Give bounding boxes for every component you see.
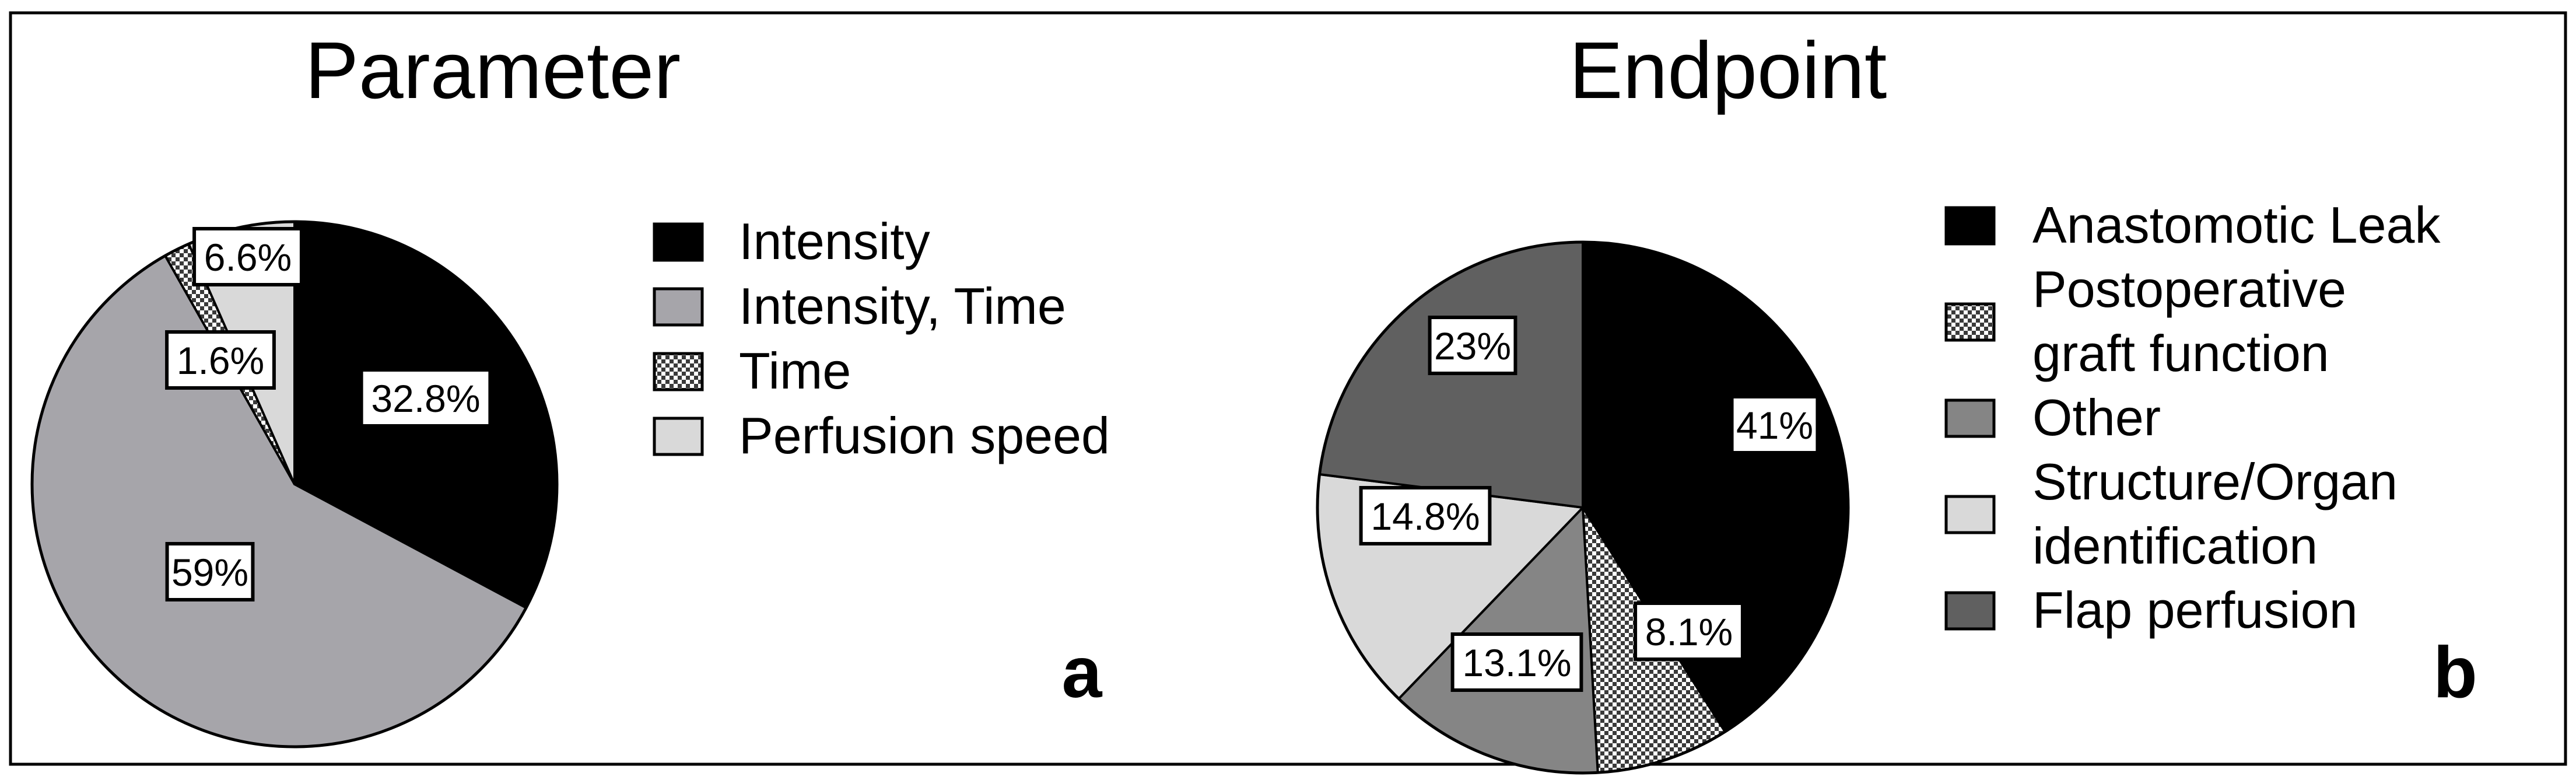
legend-label: Intensity	[739, 212, 930, 270]
data-label-box	[359, 368, 492, 428]
chart-title: Endpoint	[1569, 26, 1887, 116]
panel-letter: b	[2433, 632, 2477, 713]
data-label-intensity-time: 59%	[165, 542, 255, 601]
legend-item-perfusion-speed: Perfusion speed	[653, 407, 1110, 464]
legend-swatch	[1944, 591, 1996, 631]
data-label-text: 14.8%	[1371, 495, 1480, 538]
legend-swatch	[1944, 206, 1996, 246]
legend-label: Intensity, Time	[739, 277, 1066, 335]
data-label-other: 13.1%	[1450, 632, 1583, 692]
legend-label: identification	[2032, 517, 2318, 575]
legend-item-time: Time	[653, 342, 851, 400]
legend-item-postoperative-graft-function: Postoperative graft function	[1944, 260, 2346, 382]
data-label-text: 8.1%	[1645, 610, 1733, 653]
pie-outline	[1316, 240, 1850, 775]
data-label-box	[1634, 601, 1744, 661]
legend-item-flap-perfusion: Flap perfusion	[1944, 581, 2358, 639]
legend-item-intensity-time: Intensity, Time	[653, 277, 1066, 335]
legend-swatch	[1944, 302, 1996, 342]
data-label-flap-perfusion: 23%	[1428, 316, 1517, 375]
data-label-anastomotic-leak: 41%	[1730, 395, 1820, 454]
legend-label: Postoperative	[2032, 260, 2346, 318]
legend-swatch	[653, 222, 704, 262]
data-label-text: 41%	[1736, 404, 1813, 447]
legend-label: Flap perfusion	[2032, 581, 2358, 639]
legend-swatch	[653, 287, 704, 327]
legend-label: Perfusion speed	[739, 407, 1110, 464]
legend-label: Anastomotic Leak	[2032, 196, 2441, 254]
data-label-structure-organ-identification: 14.8%	[1359, 486, 1492, 545]
legend: Intensity Intensity, Time Time Perfusion sp…	[653, 212, 1110, 464]
legend-item-intensity: Intensity	[653, 212, 930, 270]
data-label-text: 1.6%	[177, 339, 264, 382]
legend-label: Other	[2032, 389, 2161, 446]
legend-item-other: Other	[1944, 389, 2161, 446]
data-label-box	[1730, 395, 1820, 454]
chart-title: Parameter	[305, 26, 681, 116]
legend-item-anastomotic-leak: Anastomotic Leak	[1944, 196, 2441, 254]
data-label-text: 59%	[171, 551, 248, 594]
data-label-perfusion-speed: 6.6%	[192, 227, 303, 286]
data-label-box	[1450, 632, 1583, 692]
legend-swatch	[653, 352, 704, 391]
data-label-text: 13.1%	[1462, 641, 1571, 684]
data-label-text: 32.8%	[371, 377, 480, 420]
legend-label: Structure/Organ	[2032, 453, 2398, 510]
panel-b: Endpoint 41% 8.1% 13.1% 14.8% 23% Anastomotic …	[1316, 26, 2477, 775]
data-label-text: 23%	[1434, 324, 1511, 368]
legend-item-structure-organ-identification: Structure/Organ identification	[1944, 453, 2398, 575]
legend-label: Time	[739, 342, 851, 400]
legend-swatch	[653, 417, 704, 456]
data-label-text: 6.6%	[204, 236, 292, 279]
legend-swatch	[1944, 398, 1996, 438]
legend-swatch	[1944, 495, 1996, 534]
data-label-intensity: 32.8%	[359, 368, 492, 428]
data-label-box	[165, 330, 276, 390]
legend-label: graft function	[2032, 324, 2329, 382]
pie-outline	[30, 220, 559, 748]
legend: Anastomotic Leak Postoperative graft funct…	[1944, 196, 2441, 639]
data-label-time: 1.6%	[165, 330, 276, 390]
panel-letter: a	[1062, 632, 1103, 713]
pie	[30, 220, 559, 748]
data-label-box	[165, 542, 255, 601]
data-label-box	[192, 227, 303, 286]
data-label-postoperative-graft-function: 8.1%	[1634, 601, 1744, 661]
data-label-box	[1359, 486, 1492, 545]
data-label-box	[1428, 316, 1517, 375]
